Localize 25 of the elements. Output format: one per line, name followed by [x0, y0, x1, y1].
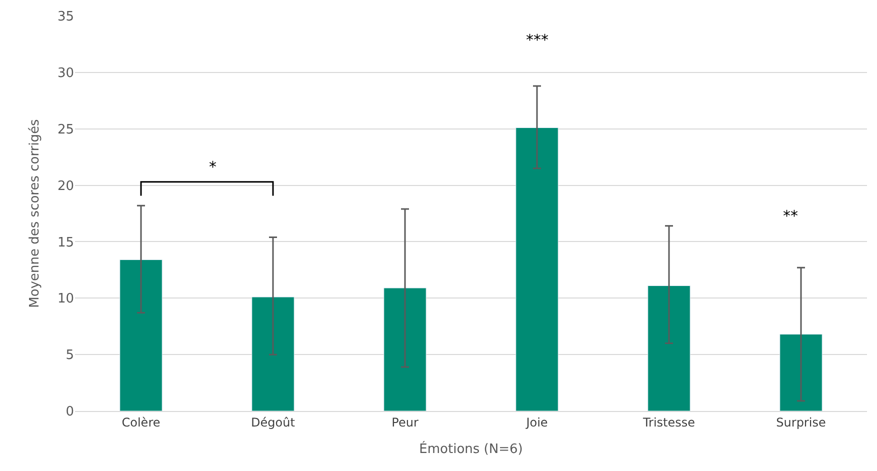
x-tick-label: Peur: [392, 415, 418, 430]
y-tick-label: 20: [57, 178, 74, 194]
y-tick-label: 30: [57, 66, 74, 81]
annotation: **: [783, 207, 798, 225]
x-tick-label: Joie: [525, 415, 548, 430]
bar: [516, 127, 558, 411]
y-tick-label: 10: [57, 292, 74, 307]
bar: [384, 288, 426, 411]
x-tick-label: Dégoût: [251, 415, 296, 430]
y-tick-label: 35: [57, 10, 74, 25]
y-tick-label: 5: [66, 348, 74, 364]
annotation: *: [209, 158, 217, 176]
annotation: ***: [526, 31, 549, 49]
x-tick-label: Tristesse: [642, 415, 696, 430]
x-axis-title: Émotions (N=6): [419, 440, 523, 457]
y-tick-label: 15: [57, 235, 74, 250]
x-tick-label: Colère: [122, 415, 160, 430]
y-tick-label: 0: [66, 404, 74, 420]
bar: [780, 334, 822, 411]
bar: [252, 296, 294, 411]
x-tick-label: Surprise: [776, 415, 826, 430]
bar: [648, 285, 690, 411]
y-tick-label: 25: [57, 122, 74, 138]
bar: [120, 260, 162, 411]
y-axis-title: Moyenne des scores corrigés: [27, 118, 42, 308]
